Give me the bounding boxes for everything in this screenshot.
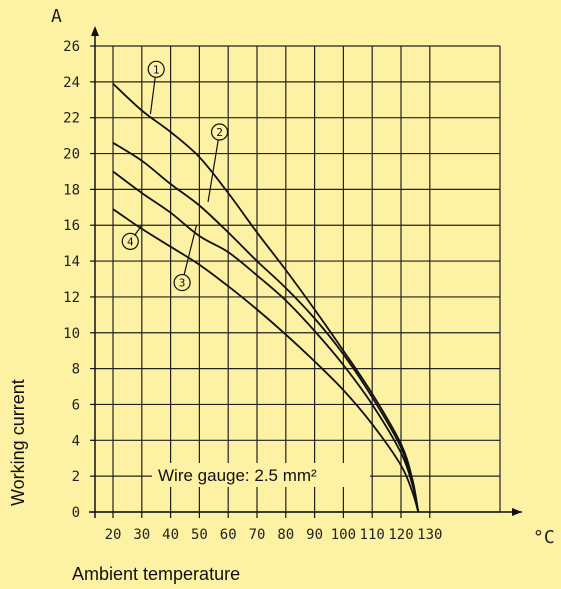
series-marker-label-4: 4 [127,235,134,248]
x-tick-label: 100 [331,527,356,543]
x-tick-label: 70 [249,527,266,543]
x-axis-title: Ambient temperature [72,564,240,584]
y-tick-label: 6 [72,397,80,413]
x-tick-label: 50 [191,527,208,543]
x-tick-label: 110 [360,527,385,543]
y-axis-title: Working current [8,379,28,506]
x-tick-label: 40 [162,527,179,543]
y-tick-label: 16 [63,218,80,234]
series-markers: 1 2 3 4 [121,60,229,292]
series-marker-circle-3 [173,273,191,292]
y-tick-label: 10 [63,326,80,342]
y-tick-label: 24 [63,75,80,91]
y-tick-label: 4 [72,433,80,449]
y-tick-label: 26 [63,39,80,55]
series-marker-label-2: 2 [216,126,223,139]
y-tick-label: 8 [72,362,80,378]
y-tick-label: 18 [63,182,80,198]
y-tick-label: 0 [72,505,80,521]
axes [89,26,522,518]
x-tick-label: 30 [133,527,150,543]
y-tick-label: 2 [72,469,80,485]
grid [95,45,501,513]
annotation-group: Wire gauge: 2.5 mm² [152,463,370,487]
series-marker-circle-2 [210,123,229,141]
series [112,82,420,513]
y-tick-label: 20 [63,147,80,163]
series-marker-circle-4 [121,232,139,250]
annotation-background [152,463,370,487]
series-line-4 [112,208,420,513]
y-tick-label: 14 [63,254,80,270]
series-marker-label-3: 3 [179,277,186,290]
y-tick-label: 22 [63,111,80,127]
x-tick-label: 80 [277,527,294,543]
x-axis-arrow [512,508,522,516]
series-marker-leader-2 [207,131,221,203]
x-tick-label: 20 [105,527,122,543]
series-line-3 [112,170,420,513]
x-tick-label: 120 [388,527,413,543]
x-axis-unit: °C [533,527,555,548]
x-tick-label: 60 [220,527,237,543]
series-marker-circle-1 [147,60,165,78]
y-tick-label: 12 [63,290,80,306]
y-axis-unit: A [51,6,62,27]
series-marker-label-1: 1 [153,63,160,76]
x-tick-label: 130 [417,527,442,543]
wire-gauge-annotation: Wire gauge: 2.5 mm² [158,466,317,485]
y-axis-arrow [91,26,99,36]
series-marker-leader-3 [181,225,198,283]
series-line-1 [112,82,420,513]
series-line-2 [112,142,420,513]
x-tick-label: 90 [306,527,323,543]
